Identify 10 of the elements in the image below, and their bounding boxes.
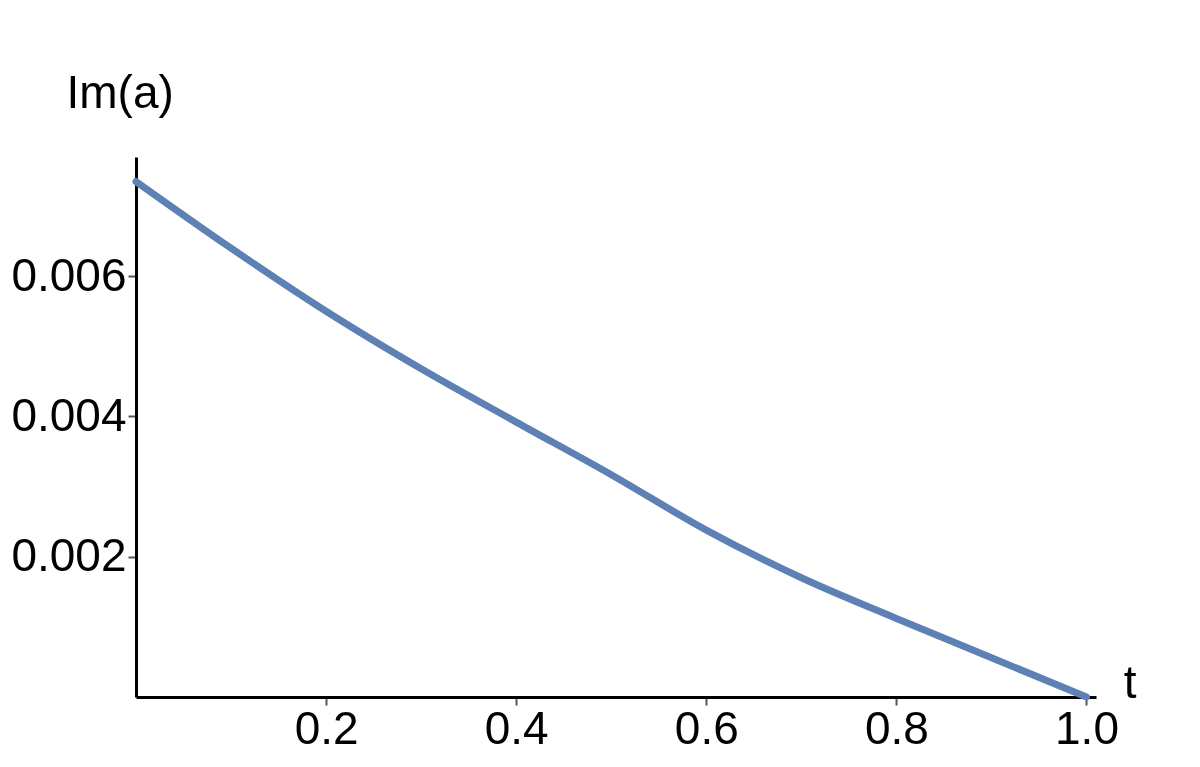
x-axis-title: t <box>1123 655 1137 708</box>
x-tick-label: 0.6 <box>674 701 739 754</box>
y-tick-label: 0.006 <box>11 248 127 301</box>
y-axis-title: Im(a) <box>66 65 174 118</box>
x-tick-label: 1.0 <box>1055 701 1119 754</box>
x-tick-label: 0.8 <box>864 701 929 754</box>
y-tick-label: 0.004 <box>11 388 127 441</box>
x-tick-label: 0.4 <box>484 701 549 754</box>
y-tick-label: 0.002 <box>11 529 127 582</box>
x-tick-label: 0.2 <box>294 701 359 754</box>
